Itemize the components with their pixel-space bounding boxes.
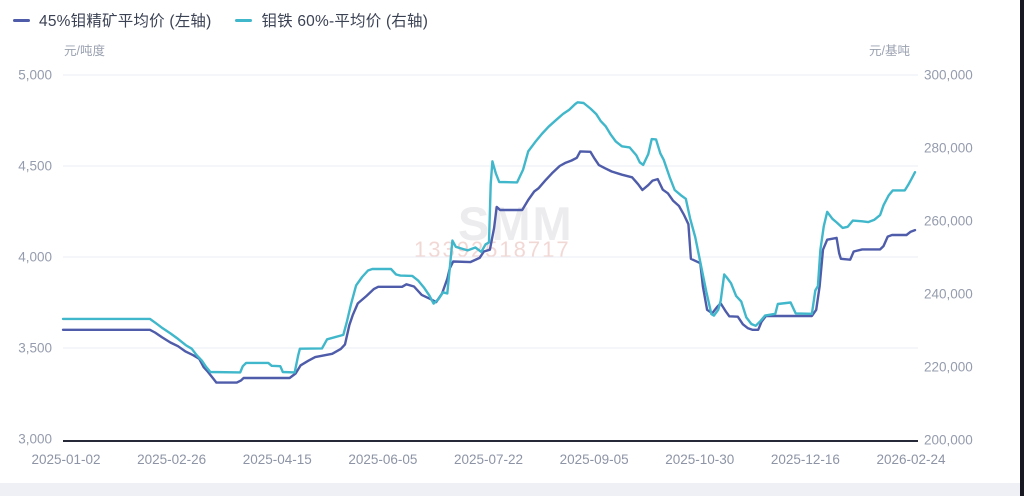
right-axis-tick-label: 220,000 xyxy=(924,360,973,375)
left-axis-tick-label: 4,000 xyxy=(18,250,52,265)
left-axis-tick-label: 5,000 xyxy=(18,68,52,83)
left-axis-tick-label: 3,000 xyxy=(18,432,52,447)
legend-swatch-concentrate xyxy=(13,18,30,23)
legend-item-ferromoly[interactable]: 钼铁 60%-平均价 (右轴) xyxy=(235,9,428,31)
x-axis-tick-label: 2025-01-02 xyxy=(31,452,100,467)
legend-item-concentrate[interactable]: 45%钼精矿平均价 (左轴) xyxy=(13,9,211,31)
right-axis-unit-label: 元/基吨 xyxy=(869,44,910,58)
right-edge-panel xyxy=(1020,0,1024,496)
x-axis-tick-label: 2025-04-15 xyxy=(243,452,312,467)
left-axis-unit-label: 元/吨度 xyxy=(64,44,105,58)
left-axis-tick-label: 4,500 xyxy=(18,159,52,174)
right-axis-tick-label: 240,000 xyxy=(924,287,973,302)
legend-label-concentrate: 45%钼精矿平均价 (左轴) xyxy=(39,13,212,30)
right-axis-tick-label: 200,000 xyxy=(924,433,973,448)
bottom-scrollbar-track xyxy=(0,483,1020,496)
x-axis-tick-label: 2025-02-26 xyxy=(137,452,206,467)
x-axis-tick-label: 2025-06-05 xyxy=(348,452,417,467)
x-axis-tick-label: 2025-09-05 xyxy=(560,452,629,467)
right-axis-tick-label: 280,000 xyxy=(924,141,973,156)
legend-label-ferromoly: 钼铁 60%-平均价 (右轴) xyxy=(261,13,429,30)
x-axis-tick-label: 2025-10-30 xyxy=(665,452,734,467)
legend-swatch-ferromoly xyxy=(235,18,253,23)
left-axis-tick-label: 3,500 xyxy=(18,341,52,356)
right-axis-tick-label: 260,000 xyxy=(924,214,973,229)
x-axis-tick-label: 2025-12-16 xyxy=(771,452,840,467)
x-axis-tick-label: 2025-07-22 xyxy=(454,452,523,467)
series-line-ferromoly xyxy=(61,101,917,374)
right-axis-tick-label: 300,000 xyxy=(924,68,973,83)
chart-legend: 45%钼精矿平均价 (左轴) 钼铁 60%-平均价 (右轴) xyxy=(13,9,428,31)
x-axis-tick-label: 2026-02-24 xyxy=(876,452,946,467)
